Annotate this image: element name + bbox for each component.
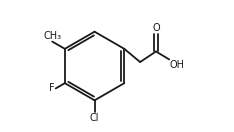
Text: O: O — [152, 23, 160, 33]
Text: CH₃: CH₃ — [43, 31, 61, 41]
Text: OH: OH — [170, 60, 185, 70]
Text: Cl: Cl — [90, 113, 99, 123]
Text: F: F — [49, 83, 55, 93]
